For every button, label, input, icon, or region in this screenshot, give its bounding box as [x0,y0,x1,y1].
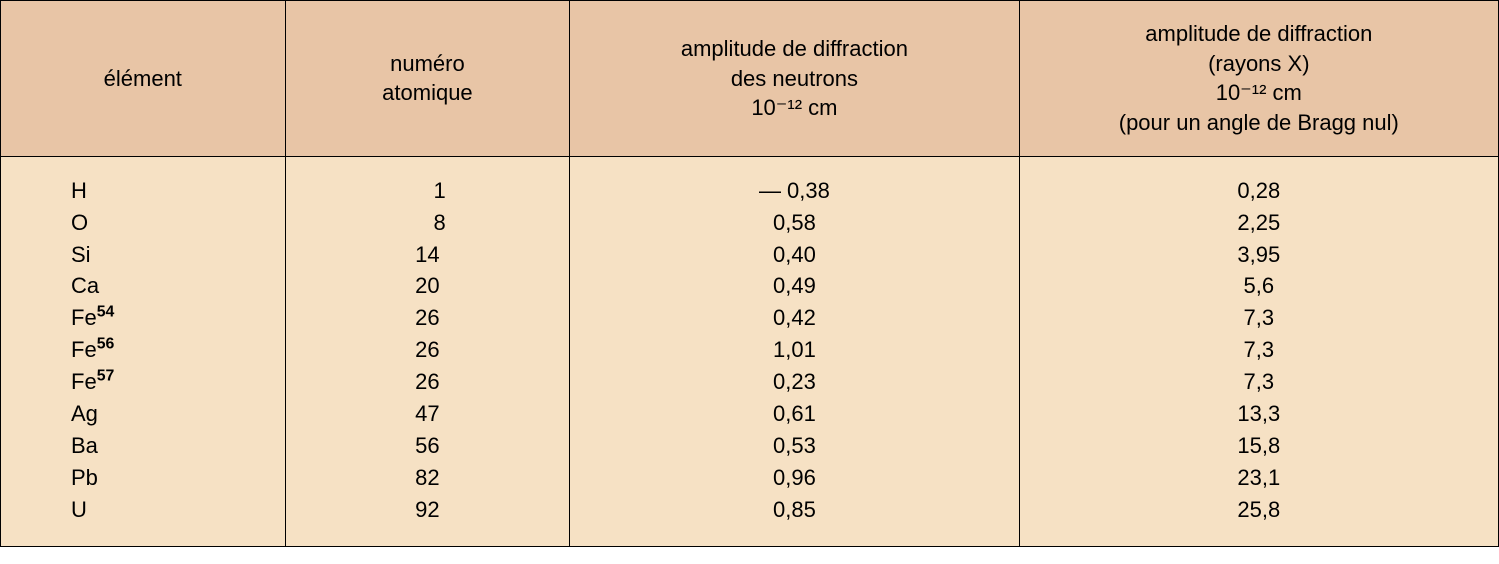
element-symbol-value: Fe57 [1,366,285,398]
atomic-number: 1 8142026262647568292 [285,156,570,546]
element-symbol: HOSiCaFe54Fe56Fe57AgBaPbU [1,156,286,546]
xray-amplitude-value: 5,6 [1020,270,1498,302]
element-symbol-value: Ba [1,430,285,462]
element-symbol-value: Ag [1,398,285,430]
col-header-2: amplitude de diffractiondes neutrons10⁻¹… [570,1,1019,157]
element-symbol-value: Ca [1,270,285,302]
table-head: élémentnuméroatomiqueamplitude de diffra… [1,1,1499,157]
atomic-number-value: 92 [286,494,570,526]
neutron-amplitude-value: 0,53 [570,430,1018,462]
xray-amplitude-value: 0,28 [1020,175,1498,207]
neutron-amplitude-value: — 0,38 [570,175,1018,207]
xray-amplitude-value: 3,95 [1020,239,1498,271]
diffraction-table-wrapper: élémentnuméroatomiqueamplitude de diffra… [0,0,1499,547]
element-symbol-value: O [1,207,285,239]
xray-amplitude-value: 7,3 [1020,366,1498,398]
xray-amplitude-value: 25,8 [1020,494,1498,526]
neutron-amplitude-value: 0,96 [570,462,1018,494]
element-symbol-value: Pb [1,462,285,494]
atomic-number-value: 47 [286,398,570,430]
atomic-number-value: 26 [286,366,570,398]
neutron-amplitude-value: 1,01 [570,334,1018,366]
atomic-number-value: 14 [286,239,570,271]
xray-amplitude: 0,282,253,955,67,37,37,313,315,823,125,8 [1019,156,1498,546]
table-data-row: HOSiCaFe54Fe56Fe57AgBaPbU 1 814202626264… [1,156,1499,546]
col-header-0: élément [1,1,286,157]
atomic-number-value: 26 [286,334,570,366]
col-header-3: amplitude de diffraction(rayons X)10⁻¹² … [1019,1,1498,157]
xray-amplitude-value: 7,3 [1020,334,1498,366]
xray-amplitude-value: 2,25 [1020,207,1498,239]
atomic-number-value: 56 [286,430,570,462]
neutron-amplitude-value: 0,40 [570,239,1018,271]
xray-amplitude-value: 13,3 [1020,398,1498,430]
atomic-number-value: 8 [286,207,570,239]
neutron-amplitude-value: 0,49 [570,270,1018,302]
element-symbol-value: Fe56 [1,334,285,366]
atomic-number-value: 1 [286,175,570,207]
xray-amplitude-value: 7,3 [1020,302,1498,334]
element-symbol-value: U [1,494,285,526]
atomic-number-value: 20 [286,270,570,302]
xray-amplitude-value: 15,8 [1020,430,1498,462]
atomic-number-value: 82 [286,462,570,494]
neutron-amplitude-value: 0,61 [570,398,1018,430]
xray-amplitude-value: 23,1 [1020,462,1498,494]
atomic-number-value: 26 [286,302,570,334]
element-symbol-value: Si [1,239,285,271]
neutron-amplitude-value: 0,58 [570,207,1018,239]
table-body: HOSiCaFe54Fe56Fe57AgBaPbU 1 814202626264… [1,156,1499,546]
element-symbol-value: H [1,175,285,207]
neutron-amplitude-value: 0,85 [570,494,1018,526]
col-header-1: numéroatomique [285,1,570,157]
element-symbol-value: Fe54 [1,302,285,334]
neutron-amplitude: — 0,380,580,400,490,421,010,230,610,530,… [570,156,1019,546]
diffraction-table: élémentnuméroatomiqueamplitude de diffra… [0,0,1499,547]
neutron-amplitude-value: 0,23 [570,366,1018,398]
table-header-row: élémentnuméroatomiqueamplitude de diffra… [1,1,1499,157]
neutron-amplitude-value: 0,42 [570,302,1018,334]
